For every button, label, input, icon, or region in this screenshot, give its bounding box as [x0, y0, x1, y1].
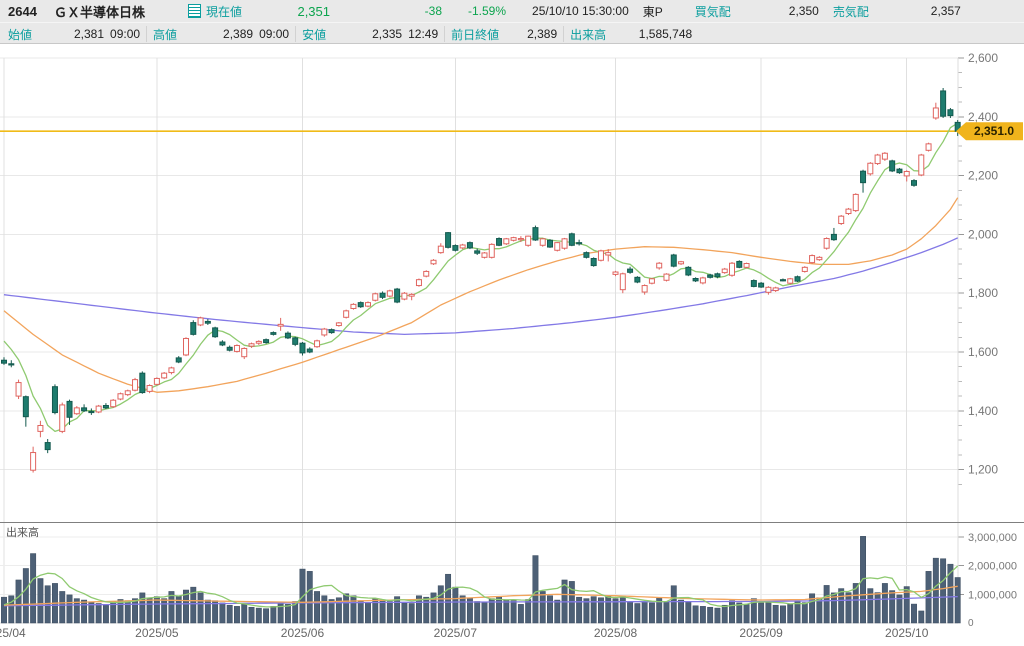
- bid-price: 2,350: [788, 4, 819, 18]
- volume-moving-averages: [3, 565, 959, 608]
- prev-close: 2,389: [527, 27, 558, 41]
- price-moving-averages: [3, 122, 959, 433]
- quote-header: 2644 ＧＸ半導体日株 現在値 2,351 -38 -1.59% 25/10/…: [0, 0, 1024, 44]
- volume-axis-label: 1,000,000: [968, 589, 1017, 601]
- volume-ma-long-line: [3, 595, 958, 607]
- volume-value: 1,585,748: [638, 27, 693, 41]
- price-axis-label: 1,200: [968, 463, 998, 477]
- prev-close-label: 前日終値: [451, 27, 500, 42]
- volume-ma-mid-line: [3, 585, 958, 606]
- price-axis-label: 2,000: [968, 227, 998, 241]
- volume-axis-zero: 0: [968, 618, 974, 629]
- stock-chart-svg[interactable]: 2,600 2,400 2,200 2,000 1,800 1,600 1,400 1,200…: [0, 44, 1024, 641]
- high-label: 高値: [153, 27, 178, 42]
- ma-long-line: [3, 237, 958, 336]
- month-axis-label: 2025/05: [135, 626, 179, 640]
- price-axis-label: 2,200: [968, 169, 998, 183]
- price-axis-label: 1,800: [968, 286, 998, 300]
- low-price: 2,335: [372, 27, 403, 41]
- quote-datetime: 25/10/10 15:30:00: [532, 4, 629, 18]
- current-price-label: 現在値: [206, 4, 243, 19]
- current-price: 2,351: [297, 3, 331, 19]
- open-price: 2,381: [73, 27, 105, 41]
- ma-mid-line: [3, 197, 959, 393]
- price-change: -38: [424, 4, 443, 18]
- quote-detail-icon[interactable]: [188, 4, 201, 18]
- price-axis-label: 2,400: [968, 110, 998, 124]
- open-time: 09:00: [110, 27, 141, 41]
- volume-axis-label: 3,000,000: [968, 532, 1017, 544]
- ask-price: 2,357: [930, 4, 961, 18]
- ticker-name: ＧＸ半導体日株: [54, 4, 146, 20]
- low-time: 12:49: [408, 27, 439, 41]
- ticker-code: 2644: [8, 3, 37, 19]
- current-price-badge-text: 2,351.0: [974, 124, 1014, 138]
- month-axis-label: 2025/08: [594, 626, 638, 640]
- volume-pane-label: 出来高: [6, 525, 39, 539]
- low-label: 安値: [302, 27, 327, 42]
- open-label: 始値: [8, 27, 33, 42]
- price-axis-label: 2,600: [968, 51, 998, 65]
- current-price-badge: [956, 122, 1023, 141]
- month-axis-label: 2025/07: [434, 626, 478, 640]
- month-axis-label: 2025/06: [281, 626, 325, 640]
- month-axis-label: 2025/09: [739, 626, 783, 640]
- volume-axis-label: 2,000,000: [968, 561, 1017, 573]
- volume-ma-short-line: [3, 565, 959, 608]
- month-axis-label: 2025/04: [0, 626, 26, 640]
- ma-short-line: [3, 122, 959, 433]
- grid-layer: [0, 57, 964, 624]
- month-axis-label: 2025/10: [885, 626, 929, 640]
- ask-label: 売気配: [832, 4, 869, 19]
- high-price: 2,389: [223, 27, 254, 41]
- candlestick-series[interactable]: [1, 87, 961, 473]
- volume-label: 出来高: [570, 27, 607, 42]
- high-time: 09:00: [259, 27, 290, 41]
- price-change-pct: -1.59%: [467, 4, 507, 18]
- price-axis-label: 1,400: [968, 404, 998, 418]
- price-axis-label: 1,600: [968, 345, 998, 359]
- bid-label: 買気配: [694, 4, 731, 19]
- market-segment: 東P: [642, 4, 663, 19]
- chart-panel: 2,600 2,400 2,200 2,000 1,800 1,600 1,400 1,200…: [0, 44, 1024, 641]
- volume-series[interactable]: [1, 536, 961, 624]
